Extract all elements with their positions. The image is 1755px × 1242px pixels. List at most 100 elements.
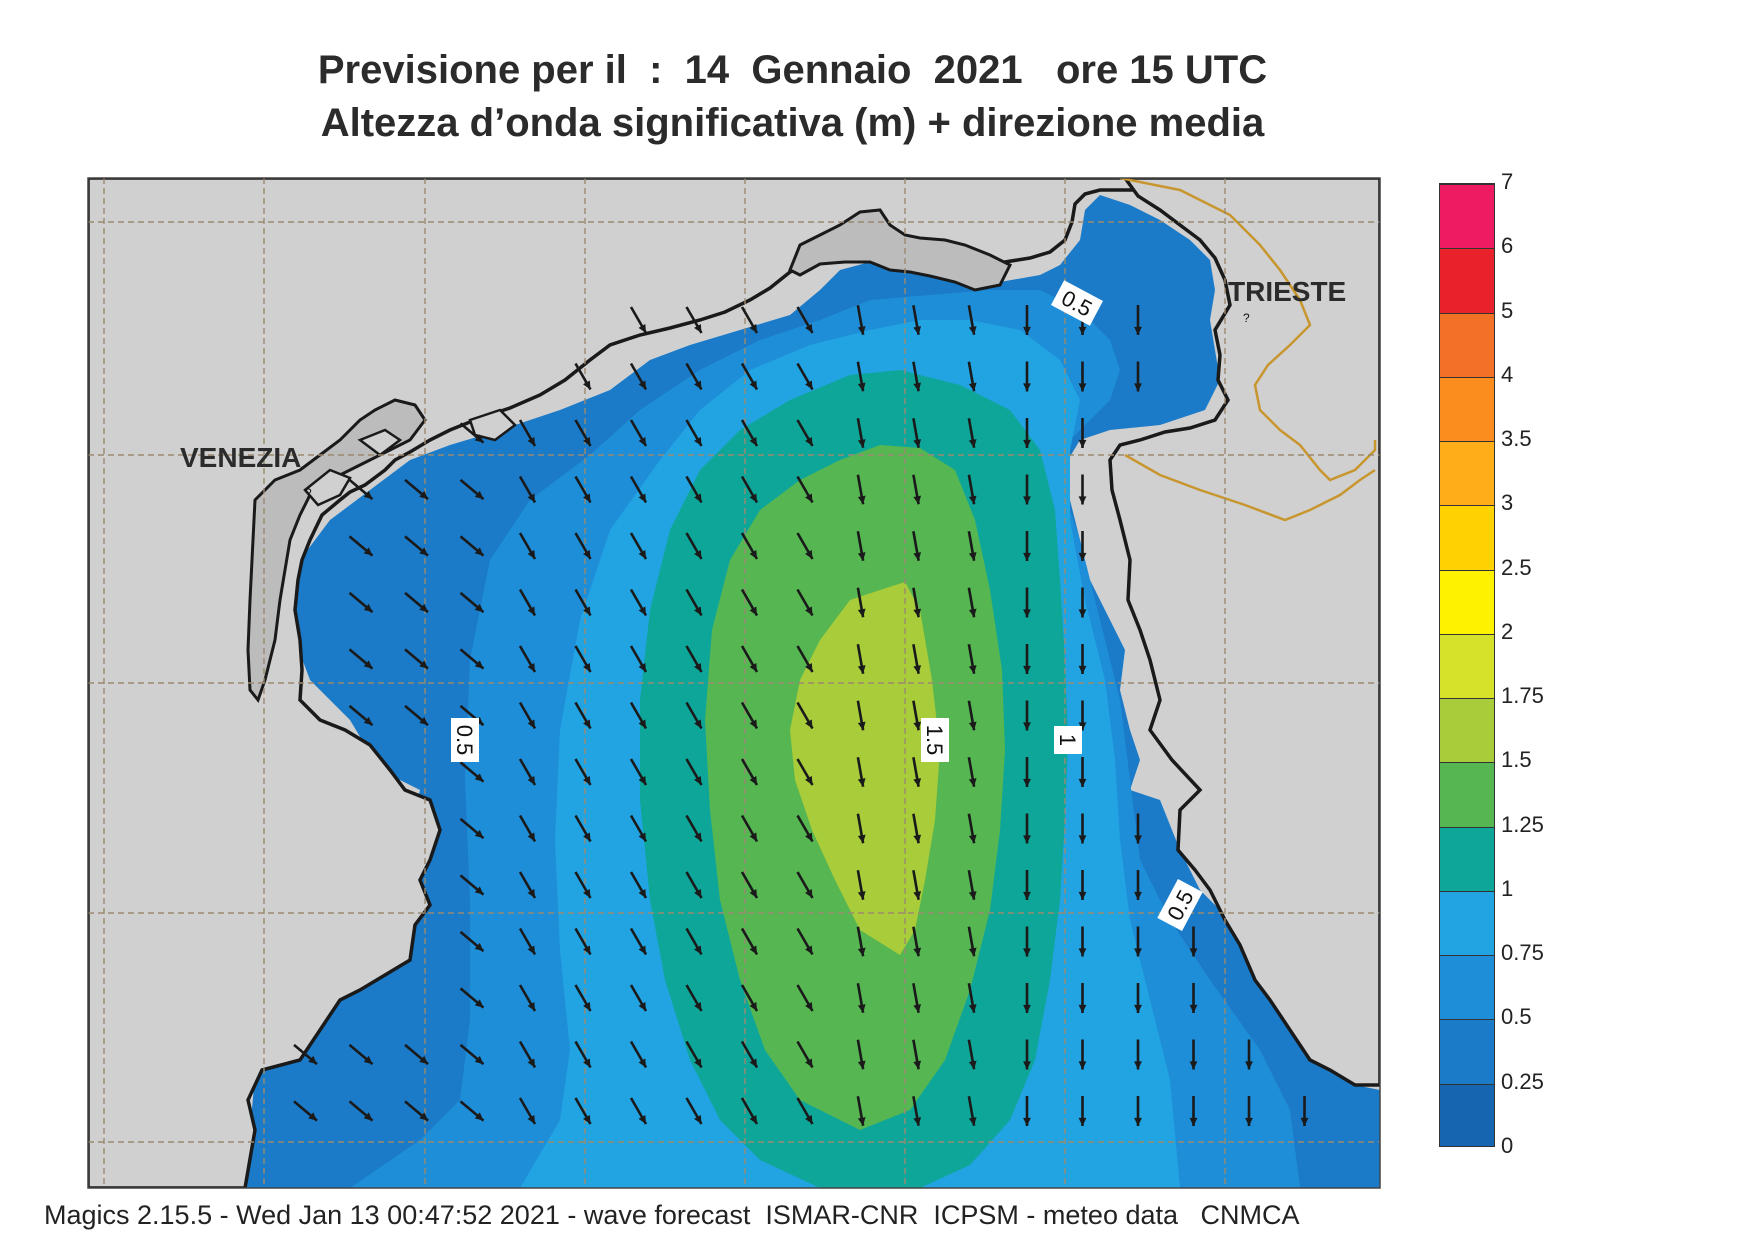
direction-arrowhead xyxy=(968,834,977,844)
direction-arrowhead xyxy=(913,1117,922,1126)
legend-band xyxy=(1440,890,1494,956)
direction-arrowhead xyxy=(308,1112,317,1121)
direction-arrowhead xyxy=(805,437,813,446)
direction-arrowhead xyxy=(805,606,813,616)
legend-tick-label: 2 xyxy=(1501,618,1514,644)
direction-arrowhead xyxy=(694,889,702,898)
national-border xyxy=(1124,453,1376,522)
direction-arrowhead xyxy=(527,663,535,672)
direction-arrowhead xyxy=(474,547,484,556)
direction-arrowhead xyxy=(1078,948,1087,957)
direction-arrowhead xyxy=(1078,496,1087,505)
direction-arrowhead xyxy=(749,719,757,729)
direction-arrowhead xyxy=(583,1002,591,1011)
direction-arrowhead xyxy=(638,889,646,898)
direction-arrowhead xyxy=(968,1117,977,1126)
direction-arrowhead xyxy=(474,942,484,952)
legend-band xyxy=(1440,441,1494,506)
legend-tick-label: 0.25 xyxy=(1501,1068,1544,1094)
direction-arrowhead xyxy=(968,326,977,335)
direction-arrowhead xyxy=(857,947,866,957)
lagoon-island xyxy=(303,468,352,507)
direction-arrowhead xyxy=(694,437,702,446)
direction-arrowhead xyxy=(749,606,757,616)
direction-arrowhead xyxy=(1189,1117,1198,1126)
map-subtitle: Altezza d’onda significativa (m) + direz… xyxy=(320,101,1265,145)
direction-arrowhead xyxy=(1134,891,1142,900)
direction-arrowhead xyxy=(913,778,922,787)
contour-label-text: 1.5 xyxy=(922,725,947,756)
direction-arrowhead xyxy=(527,437,535,446)
direction-arrowhead xyxy=(527,606,535,616)
legend-band xyxy=(1440,312,1494,377)
legend-tick-label: 0.75 xyxy=(1501,940,1544,966)
direction-arrowhead xyxy=(474,490,484,500)
direction-arrowhead xyxy=(527,776,535,785)
direction-arrowhead xyxy=(913,495,922,505)
direction-arrowhead xyxy=(857,665,866,674)
direction-arrowhead xyxy=(1023,948,1031,957)
direction-arrowhead xyxy=(1078,439,1087,448)
direction-arrowhead xyxy=(694,719,702,729)
direction-arrowhead xyxy=(1134,1117,1142,1126)
direction-arrowhead xyxy=(805,1115,813,1124)
contour-label-text: 1 xyxy=(1055,734,1080,746)
direction-arrowhead xyxy=(1023,1117,1031,1126)
direction-arrowhead xyxy=(968,1060,977,1070)
direction-arrowhead xyxy=(1023,891,1031,900)
direction-arrowhead xyxy=(1023,835,1031,844)
direction-arrowhead xyxy=(474,660,484,669)
direction-arrowhead xyxy=(857,382,866,392)
direction-arrowhead xyxy=(968,891,977,900)
direction-arrowhead xyxy=(474,603,484,613)
direction-arrowhead xyxy=(419,547,428,556)
legend-band xyxy=(1440,184,1494,249)
direction-arrowhead xyxy=(308,1055,317,1065)
direction-arrowhead xyxy=(694,493,702,503)
direction-arrowhead xyxy=(968,665,977,674)
direction-arrowhead xyxy=(857,608,866,618)
direction-arrowhead xyxy=(805,324,813,333)
legend-tick-label: 1 xyxy=(1501,875,1514,901)
direction-arrowhead xyxy=(638,550,646,559)
legend-tick-label: 4 xyxy=(1501,361,1514,387)
direction-arrowhead xyxy=(583,437,591,446)
direction-arrowhead xyxy=(1189,1004,1198,1013)
direction-arrowhead xyxy=(857,891,866,900)
direction-arrowhead xyxy=(1078,778,1087,787)
lagoon-island xyxy=(357,428,403,457)
national-border xyxy=(1119,178,1377,482)
direction-arrowhead xyxy=(1078,665,1087,674)
direction-arrowhead xyxy=(527,719,535,729)
legend-band xyxy=(1440,376,1494,442)
legend-band xyxy=(1440,1019,1494,1084)
direction-arrowhead xyxy=(749,493,757,503)
direction-arrowhead xyxy=(419,490,428,500)
direction-arrowhead xyxy=(1078,552,1087,561)
direction-arrowhead xyxy=(638,324,646,333)
direction-arrowhead xyxy=(638,606,646,616)
direction-arrowhead xyxy=(1300,1117,1309,1126)
direction-arrowhead xyxy=(583,945,591,955)
direction-arrowhead xyxy=(363,660,373,669)
direction-arrowhead xyxy=(694,324,702,333)
direction-arrowhead xyxy=(805,832,813,842)
direction-arrowhead xyxy=(694,606,702,616)
direction-arrowhead xyxy=(913,665,922,674)
direction-arrowhead xyxy=(583,550,591,559)
legend-tick-label: 3.5 xyxy=(1501,426,1532,452)
direction-arrowhead xyxy=(805,1058,813,1068)
direction-arrowhead xyxy=(1023,439,1031,448)
direction-arrowhead xyxy=(749,889,757,898)
direction-arrowhead xyxy=(1078,722,1087,731)
lagoon-island xyxy=(468,408,517,442)
direction-arrowhead xyxy=(968,439,977,448)
direction-arrowhead xyxy=(857,495,866,505)
direction-arrowhead xyxy=(1023,1004,1031,1013)
direction-arrowhead xyxy=(638,380,646,390)
legend-band xyxy=(1440,762,1494,827)
color-legend xyxy=(1439,183,1495,1147)
direction-arrowhead xyxy=(749,776,757,785)
city-marker-icon: ? xyxy=(1243,311,1250,325)
legend-tick-label: 0 xyxy=(1501,1133,1514,1158)
